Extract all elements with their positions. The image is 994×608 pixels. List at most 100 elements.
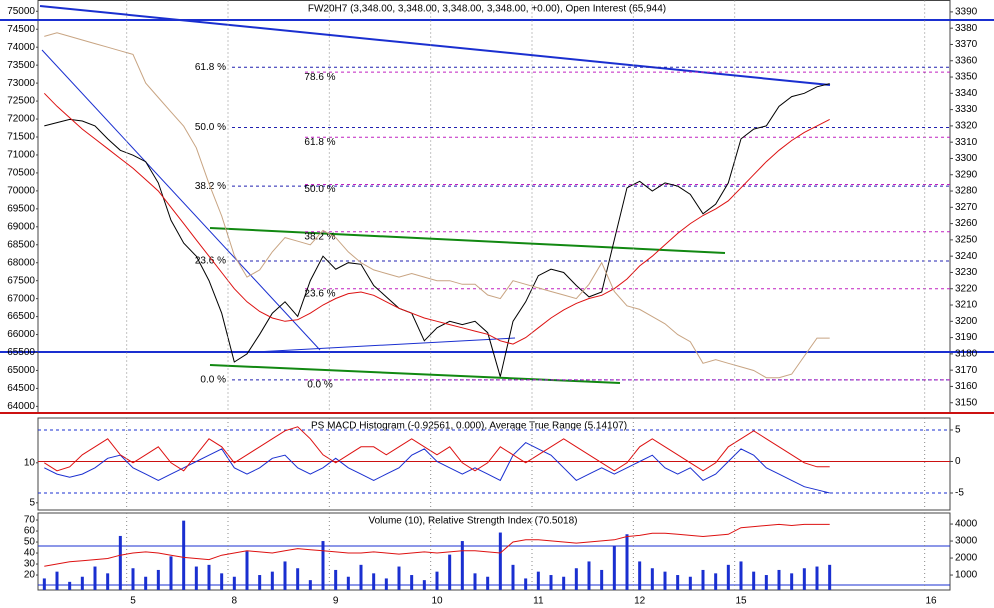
y2-tick-label: 3150 <box>955 397 978 408</box>
volume-bar <box>258 575 262 590</box>
fib-label: 61.8 % <box>195 62 226 73</box>
y-tick-label: 71500 <box>7 132 35 143</box>
volume-bar <box>663 571 667 590</box>
volume-bar <box>498 532 502 590</box>
y-tick-label: 70000 <box>7 186 35 197</box>
y2-tick-label: 3360 <box>955 55 978 66</box>
y2-tick-label: 3290 <box>955 169 978 180</box>
y2-tick-label: 3370 <box>955 39 978 50</box>
x-tick-label: 11 <box>533 596 544 607</box>
y-tick-label: 68500 <box>7 239 35 250</box>
volume-bar <box>182 520 186 590</box>
y2-tick-label: 1000 <box>955 570 978 581</box>
fib-label: 23.6 % <box>195 256 226 267</box>
y2-tick-label: 3210 <box>955 300 978 311</box>
volume-bar <box>739 561 743 590</box>
y-tick-label: 67000 <box>7 293 35 304</box>
y-tick-label: 69500 <box>7 203 35 214</box>
volume-bar <box>156 569 160 590</box>
y-tick-label: 66500 <box>7 311 35 322</box>
volume-panel <box>37 512 951 591</box>
volume-bar <box>118 535 122 590</box>
volume-bar <box>802 568 806 590</box>
y-tick-label: 64500 <box>7 383 35 394</box>
series-line <box>43 92 830 345</box>
y-tick-label: 64000 <box>7 401 35 412</box>
y2-tick-label: 2000 <box>955 553 978 564</box>
volume-bar <box>790 573 794 590</box>
y2-tick-label: 3330 <box>955 104 978 115</box>
x-tick-label: 15 <box>735 596 747 607</box>
panel-title: PS MACD Histogram (-0.92561, 0.000), Ave… <box>311 421 627 432</box>
fib-label: 50.0 % <box>304 184 335 195</box>
y-tick-label: 20 <box>24 570 36 581</box>
y2-tick-label: 0 <box>955 456 961 467</box>
volume-bar <box>283 561 287 590</box>
volume-bar <box>372 573 376 590</box>
y2-tick-label: 3260 <box>955 218 978 229</box>
volume-bar <box>207 564 211 590</box>
volume-bar <box>524 578 528 590</box>
y2-tick-label: 3170 <box>955 365 978 376</box>
y-tick-label: 72500 <box>7 96 35 107</box>
volume-bar <box>68 581 72 590</box>
y2-tick-label: 3240 <box>955 251 978 262</box>
volume-bar <box>397 566 401 590</box>
y2-tick-label: 5 <box>955 425 961 436</box>
volume-bar <box>169 556 173 590</box>
volume-bar <box>460 541 464 590</box>
volume-bar <box>625 534 629 590</box>
x-tick-label: 10 <box>431 596 443 607</box>
volume-bar <box>549 575 553 590</box>
volume-bar <box>435 571 439 590</box>
y-tick-label: 5 <box>29 497 35 508</box>
y2-tick-label: 3230 <box>955 267 978 278</box>
volume-bar <box>131 568 135 590</box>
volume-bar <box>828 564 832 590</box>
volume-bar <box>638 561 642 590</box>
volume-bar <box>587 561 591 590</box>
volume-bar <box>764 575 768 590</box>
volume-bar <box>777 569 781 590</box>
volume-bar <box>359 564 363 590</box>
volume-bar <box>536 571 540 590</box>
volume-bar <box>384 578 388 590</box>
series-line <box>44 426 830 472</box>
x-tick-label: 12 <box>634 596 646 607</box>
y2-tick-label: -5 <box>955 488 964 499</box>
y-tick-label: 69000 <box>7 221 35 232</box>
volume-bar <box>473 573 477 590</box>
y-tick-label: 72000 <box>7 114 35 125</box>
series-line <box>44 441 830 494</box>
y2-tick-label: 3000 <box>955 536 978 547</box>
trend-line <box>209 227 726 254</box>
volume-bar <box>245 551 249 590</box>
x-tick-label: 16 <box>925 596 937 607</box>
volume-bar <box>308 580 312 590</box>
volume-bar <box>346 576 350 590</box>
y-tick-label: 65000 <box>7 365 35 376</box>
volume-bar <box>726 564 730 590</box>
indicator-panel <box>37 417 951 511</box>
y2-tick-label: 3310 <box>955 137 978 148</box>
y-tick-label: 71000 <box>7 150 35 161</box>
fib-label: 0.0 % <box>307 380 333 391</box>
y-tick-label: 66000 <box>7 329 35 340</box>
volume-bar <box>55 571 59 590</box>
y2-tick-label: 3160 <box>955 381 978 392</box>
volume-bar <box>410 575 414 590</box>
y2-tick-label: 3190 <box>955 332 978 343</box>
y2-tick-label: 3300 <box>955 153 978 164</box>
y-tick-label: 73500 <box>7 60 35 71</box>
volume-bar <box>80 576 84 590</box>
trend-line <box>39 5 831 86</box>
panel-title: Volume (10), Relative Strength Index (70… <box>368 516 577 527</box>
fib-label: 50.0 % <box>195 122 226 133</box>
y-tick-label: 30 <box>24 559 36 570</box>
volume-bar <box>701 569 705 590</box>
series-line <box>44 32 830 379</box>
y2-tick-label: 3200 <box>955 316 978 327</box>
y-tick-label: 10 <box>24 457 36 468</box>
x-tick-label: 8 <box>232 596 238 607</box>
y2-tick-label: 3380 <box>955 23 978 34</box>
